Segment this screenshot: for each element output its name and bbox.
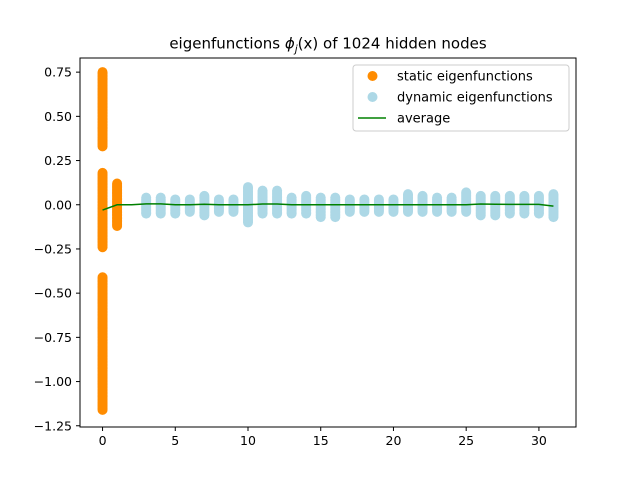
scatter-point (403, 189, 413, 200)
legend-marker-static (367, 71, 378, 81)
scatter-point (461, 187, 472, 198)
scatter-point (432, 192, 443, 203)
y-tick-label: 0.00 (44, 197, 72, 212)
axes: 0 5 10 15 20 25 30 0.75 0.50 0.25 0.00 −0.25 −0.50 −0… (34, 57, 577, 448)
legend-label-dynamic: dynamic eigenfunctions (397, 91, 553, 106)
chart-title-prefix: eigenfunctions (169, 35, 285, 53)
legend-frame (352, 64, 570, 132)
scatter-point (359, 194, 370, 205)
legend-label-static: static eigenfunctions (397, 70, 533, 85)
scatter-point (301, 190, 312, 201)
scatter-point (315, 192, 326, 203)
y-tick-label: 0.50 (44, 109, 72, 124)
series-0 (97, 67, 123, 415)
scatter-point (213, 194, 224, 205)
y-tick-label: −0.25 (34, 241, 72, 256)
scatter-point (533, 190, 544, 201)
y-tick-label: −0.50 (34, 286, 72, 301)
scatter-point (519, 190, 530, 201)
scatter-point (344, 194, 355, 205)
legend: static eigenfunctions dynamic eigenfunct… (352, 64, 570, 132)
scatter-point (170, 194, 181, 205)
scatter-point (417, 190, 428, 201)
legend-marker-dynamic (367, 92, 378, 102)
x-tick-label: 0 (99, 433, 107, 448)
x-tick-label: 20 (386, 433, 402, 448)
x-tick-label: 15 (313, 433, 329, 448)
scatter-point (475, 190, 486, 201)
scatter-point (112, 178, 123, 189)
scatter-point (490, 190, 501, 201)
scatter-point (155, 192, 166, 203)
x-tick-label: 10 (240, 433, 256, 448)
scatter-point (286, 192, 297, 203)
scatter-point (446, 192, 457, 203)
scatter-point (228, 194, 239, 205)
scatter-point (330, 192, 341, 203)
x-tick-label: 30 (531, 433, 547, 448)
scatter-point (504, 190, 515, 201)
scatter-point (272, 185, 283, 196)
plot-area (97, 67, 559, 415)
y-tick-label: 0.25 (44, 153, 72, 168)
scatter-point (373, 194, 384, 205)
chart-title-subscript: j (293, 44, 298, 56)
axes-frame (79, 57, 577, 428)
scatter-point (388, 194, 399, 205)
average-line (102, 203, 554, 211)
chart-title-suffix: of 1024 hidden nodes (318, 35, 487, 53)
chart-title-math: ϕ (285, 35, 295, 53)
x-tick-label: 25 (458, 433, 474, 448)
chart-title-argument: (x) (298, 35, 319, 53)
x-tick-label: 5 (171, 433, 179, 448)
y-tick-label: 0.75 (44, 65, 72, 80)
scatter-point (184, 194, 195, 205)
scatter-point (257, 185, 268, 196)
y-tick-label: −0.75 (34, 330, 72, 345)
scatter-point (141, 192, 152, 203)
scatter-point (97, 67, 108, 78)
scatter-point (97, 272, 108, 283)
scatter-point (243, 182, 253, 193)
scatter-point (199, 190, 210, 201)
legend-label-average: average (397, 112, 450, 127)
scatter-point (97, 167, 108, 178)
y-tick-label: −1.00 (34, 374, 72, 389)
series-1 (141, 182, 559, 228)
scatter-point (548, 189, 559, 200)
chart-title: eigenfunctions ϕj(x) of 1024 hidden node… (169, 35, 487, 56)
y-tick-label: −1.25 (34, 418, 72, 433)
